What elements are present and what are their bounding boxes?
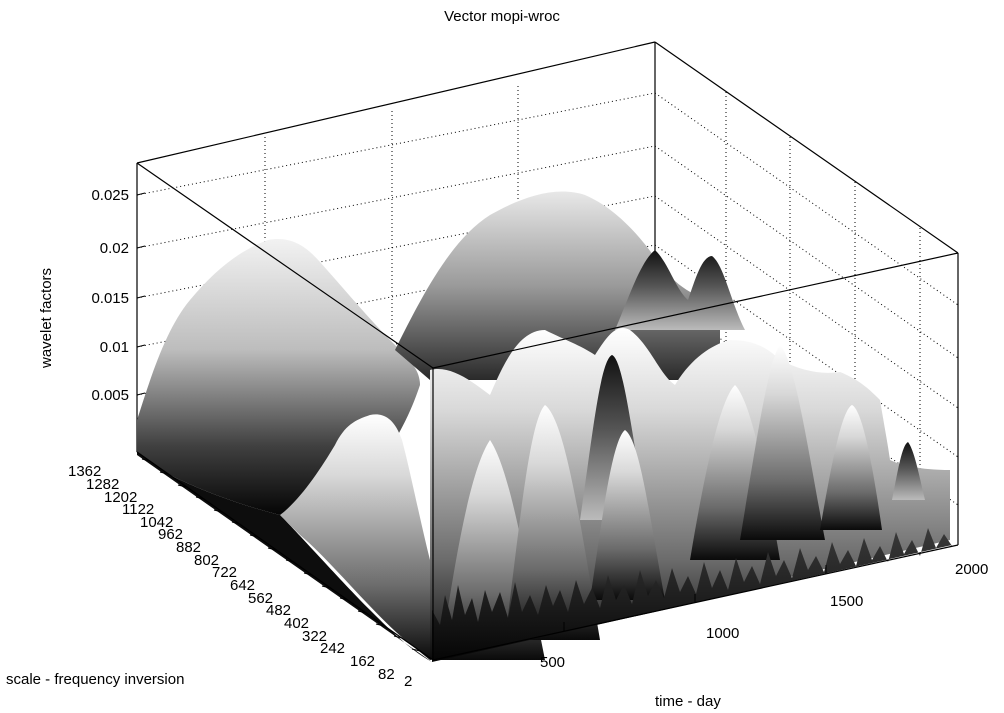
y-tick-label: 882 <box>176 539 201 556</box>
z-axis-label: wavelet factors <box>38 268 55 369</box>
z-axis: 0.025 0.02 0.015 0.01 0.005 wavelet fact… <box>38 187 146 404</box>
z-tick-label: 0.02 <box>100 240 129 257</box>
surface-dark-ridge <box>615 250 745 330</box>
x-tick-label: 1000 <box>706 625 739 642</box>
box-edges-back <box>136 41 959 452</box>
y-tick-label: 482 <box>266 602 291 619</box>
y-tick-label: 242 <box>320 640 345 657</box>
z-tick-label: 0.025 <box>91 187 129 204</box>
y-axis-label: scale - frequency inversion <box>6 671 184 688</box>
x-tick-label: 1500 <box>830 593 863 610</box>
y-tick-label: 2 <box>404 673 412 690</box>
y-tick-label: 1122 <box>122 501 154 518</box>
surface-peak <box>740 345 825 540</box>
y-tick-label: 82 <box>378 666 395 683</box>
x-tick-label: 500 <box>540 654 565 671</box>
y-tick-label: 1042 <box>140 514 173 531</box>
z-tick-label: 0.005 <box>91 387 129 404</box>
z-tick-label: 0.01 <box>100 339 129 356</box>
y-tick-label: 642 <box>230 577 255 594</box>
y-tick-label: 802 <box>194 552 219 569</box>
x-tick-label: 2000 <box>955 561 988 578</box>
surface-peak <box>590 430 665 600</box>
y-tick-label: 1202 <box>104 489 137 506</box>
y-tick-label: 1362 <box>68 463 101 480</box>
surface-peak <box>820 405 882 530</box>
y-tick-label: 322 <box>302 628 327 645</box>
x-axis-label: time - day <box>655 693 721 710</box>
chart-title: Vector mopi-wroc <box>444 8 560 25</box>
y-axis: 1362 1282 1202 1122 1042 962 882 802 722… <box>6 458 421 690</box>
z-tick-label: 0.015 <box>91 290 129 307</box>
y-tick-label: 1282 <box>86 476 119 493</box>
x-axis: 500 1000 1500 2000 time - day <box>540 536 988 710</box>
y-tick-label: 722 <box>212 564 237 581</box>
y-tick-label: 402 <box>284 615 309 632</box>
y-tick-label: 562 <box>248 590 273 607</box>
y-tick-label: 962 <box>158 526 183 543</box>
y-tick-label: 162 <box>350 653 375 670</box>
surface-floor-noise <box>432 528 952 662</box>
surface-front-left <box>280 414 430 660</box>
surface-back-mound <box>395 191 720 380</box>
surface-peak <box>892 442 925 500</box>
